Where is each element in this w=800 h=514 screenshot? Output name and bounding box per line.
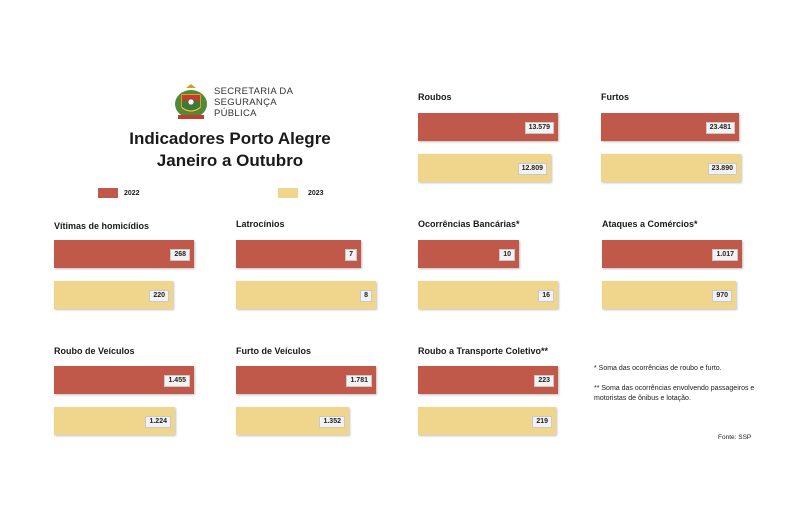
panel-title-roubo-de-veiculos: Roubo de Veículos [54, 346, 135, 356]
logo-line-3: PÚBLICA [214, 108, 257, 119]
legend-swatch-2023 [278, 188, 298, 198]
bar-roubo-a-transporte-coletivo-2023: 219 [418, 407, 556, 435]
panel-title-vitimas-de-homicidios: Vítimas de homicídios [54, 221, 150, 231]
value-label-latrocinios-2022: 7 [345, 249, 357, 261]
title-line-1: Indicadores Porto Alegre [129, 129, 331, 148]
panel-title-furtos: Furtos [601, 92, 629, 102]
bar-vitimas-de-homicidios-2023: 220 [54, 281, 173, 309]
bar-furto-de-veiculos-2022: 1.781 [236, 366, 376, 394]
value-label-roubos-2023: 12.809 [517, 163, 547, 175]
value-label-vitimas-de-homicidios-2023: 220 [149, 290, 169, 302]
bar-furto-de-veiculos-2023: 1.352 [236, 407, 349, 435]
value-label-furtos-2023: 23.890 [707, 163, 737, 175]
legend-label-2022: 2022 [124, 190, 140, 197]
page-title: Indicadores Porto Alegre Janeiro a Outub… [110, 128, 350, 172]
value-label-furto-de-veiculos-2023: 1.352 [319, 416, 345, 428]
bar-ataques-a-comercios-2023: 970 [602, 281, 736, 309]
bar-roubos-2022: 13.579 [418, 113, 558, 141]
panel-title-latrocinios: Latrocínios [236, 219, 285, 229]
panel-title-roubo-a-transporte-coletivo: Roubo a Transporte Coletivo** [418, 346, 549, 356]
value-label-roubo-de-veiculos-2023: 1.224 [145, 416, 171, 428]
value-label-latrocinios-2023: 8 [360, 290, 372, 302]
ssp-logo: SECRETARIA DA SEGURANÇA PÚBLICA [172, 82, 294, 124]
bar-latrocinios-2023: 8 [236, 281, 376, 309]
value-label-ataques-a-comercios-2022: 1.017 [712, 249, 738, 261]
value-label-ocorrencias-bancarias-2023: 16 [538, 290, 554, 302]
bar-roubo-a-transporte-coletivo-2022: 223 [418, 366, 558, 394]
panel-title-ocorrencias-bancarias: Ocorrências Bancárias* [418, 219, 520, 229]
legend-swatch-2022 [98, 188, 118, 198]
value-label-furto-de-veiculos-2022: 1.781 [346, 375, 372, 387]
title-line-2: Janeiro a Outubro [156, 151, 304, 170]
logo-line-2: SEGURANÇA [214, 97, 277, 108]
coat-of-arms-icon [175, 84, 207, 119]
value-label-furtos-2022: 23.481 [705, 122, 735, 134]
source-note: Fonte: SSP [718, 434, 752, 441]
logo-line-1: SECRETARIA DA [214, 86, 294, 97]
bar-roubo-de-veiculos-2023: 1.224 [54, 407, 175, 435]
panel-title-ataques-a-comercios: Ataques a Comércios* [602, 219, 698, 229]
bar-ocorrencias-bancarias-2023: 16 [418, 281, 558, 309]
bar-ocorrencias-bancarias-2022: 10 [418, 240, 519, 268]
panel-title-furto-de-veiculos: Furto de Veículos [236, 346, 312, 356]
panel-title-roubos: Roubos [418, 92, 452, 102]
footnote-1: * Soma das ocorrências de roubo e furto. [594, 365, 722, 372]
value-label-roubo-a-transporte-coletivo-2022: 223 [534, 375, 554, 387]
bar-roubo-de-veiculos-2022: 1.455 [54, 366, 194, 394]
value-label-roubo-a-transporte-coletivo-2023: 219 [532, 416, 552, 428]
bar-latrocinios-2022: 7 [236, 240, 361, 268]
bar-ataques-a-comercios-2022: 1.017 [602, 240, 742, 268]
value-label-vitimas-de-homicidios-2022: 268 [170, 249, 190, 261]
bar-vitimas-de-homicidios-2022: 268 [54, 240, 194, 268]
bar-roubos-2023: 12.809 [418, 154, 551, 182]
value-label-roubo-de-veiculos-2022: 1.455 [164, 375, 190, 387]
footnote-2: ** Soma das ocorrências envolvendo passa… [594, 385, 755, 402]
value-label-roubos-2022: 13.579 [524, 122, 554, 134]
value-label-ocorrencias-bancarias-2022: 10 [499, 249, 515, 261]
bar-furtos-2022: 23.481 [601, 113, 739, 141]
bar-furtos-2023: 23.890 [601, 154, 741, 182]
legend-label-2023: 2023 [308, 190, 324, 197]
value-label-ataques-a-comercios-2023: 970 [712, 290, 732, 302]
